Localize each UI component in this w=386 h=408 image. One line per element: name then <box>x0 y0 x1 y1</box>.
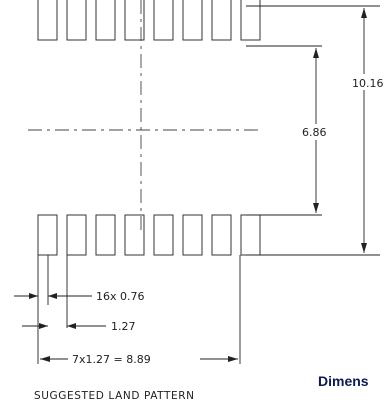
arrowhead-left-icon <box>40 356 50 362</box>
bottom-pad-5 <box>153 214 174 256</box>
arrowhead-up-icon <box>313 48 319 58</box>
top-pad-4 <box>124 0 145 41</box>
arrowhead-left-icon <box>48 293 57 299</box>
arrowhead-left-icon <box>67 323 76 329</box>
top-pad-6 <box>182 0 203 41</box>
arrowhead-down-icon <box>361 243 367 253</box>
bottom-pad-8 <box>240 214 261 256</box>
pad-row-bottom <box>37 214 261 256</box>
pad-row-top <box>37 0 261 41</box>
arrowhead-up-icon <box>361 8 367 18</box>
top-pad-8 <box>240 0 261 41</box>
top-pad-1 <box>37 0 58 41</box>
bottom-pad-2 <box>66 214 87 256</box>
drawing-title: SUGGESTED LAND PATTERN <box>34 390 195 402</box>
cutoff-heading: Dimens <box>318 373 369 389</box>
bottom-pad-1 <box>37 214 58 256</box>
dimension-row-gap: 6.86 <box>302 126 327 139</box>
bottom-pad-3 <box>95 214 116 256</box>
arrowhead-right-icon <box>228 356 238 362</box>
dimension-pitch: 1.27 <box>111 320 136 333</box>
arrowhead-down-icon <box>313 203 319 213</box>
dimension-pad-width: 16x 0.76 <box>96 290 145 303</box>
dimension-total-pitch: 7x1.27 = 8.89 <box>72 353 151 366</box>
top-pad-2 <box>66 0 87 41</box>
bottom-pad-7 <box>211 214 232 256</box>
arrowhead-right-icon <box>39 323 48 329</box>
bottom-pad-6 <box>182 214 203 256</box>
top-pad-3 <box>95 0 116 41</box>
top-pad-5 <box>153 0 174 41</box>
arrowhead-right-icon <box>29 293 38 299</box>
bottom-pad-4 <box>124 214 145 256</box>
dimension-row-span: 10.16 <box>352 77 384 90</box>
top-pad-7 <box>211 0 232 41</box>
